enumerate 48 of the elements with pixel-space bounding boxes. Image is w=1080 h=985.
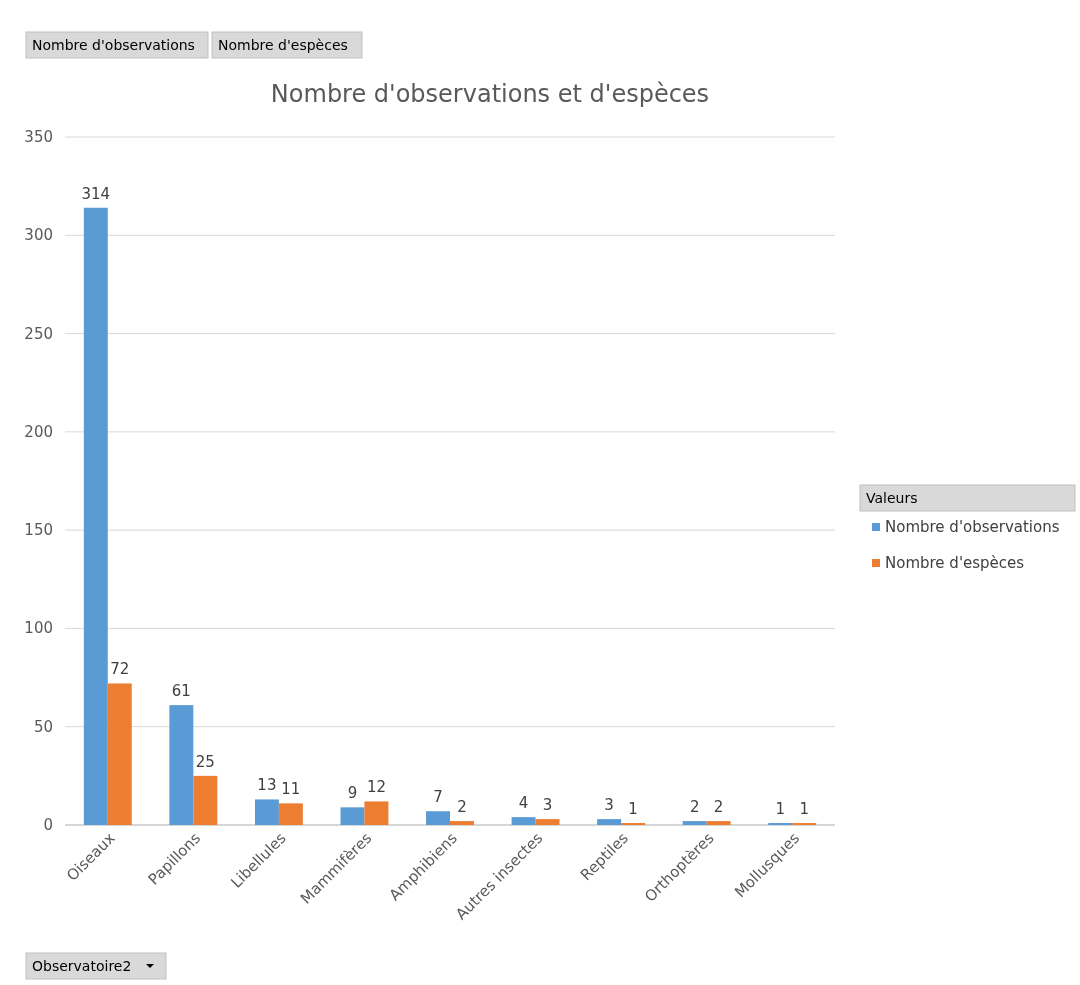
data-label: 11 [281,780,301,799]
bar [254,799,279,825]
bar [426,811,450,825]
y-tick-label: 100 [24,619,53,638]
data-label: 72 [110,660,130,679]
bar [83,207,108,825]
chart-title: Nombre d'observations et d'espèces [270,80,710,108]
legend-label: Nombre d'espèces [885,554,1025,572]
bar [682,821,707,825]
data-label: 13 [257,776,277,795]
data-label: 3 [542,796,553,815]
data-label: 3 [604,796,614,815]
y-tick-label: 300 [24,226,53,245]
data-label: 7 [433,788,443,807]
y-tick-label: 200 [24,422,53,441]
data-label: 2 [689,798,700,817]
data-label: 9 [347,784,358,803]
y-tick-label: 350 [24,128,53,146]
bar [706,821,731,825]
legend-label: Nombre d'observations [885,518,1060,536]
field-button: Nombre d'observations [25,31,209,59]
bar [535,819,560,825]
bar [597,819,622,825]
bar [278,803,303,825]
y-tick-label: 250 [24,324,53,343]
legend-title: Valeurs [866,490,918,506]
bar [107,683,132,825]
data-label: 1 [628,800,638,819]
dropdown-button: Observatoire2 [25,952,167,980]
bar [340,807,365,825]
bar [450,821,474,825]
data-label: 2 [713,798,724,817]
bar [364,801,389,825]
y-tick-label: 50 [33,717,53,736]
data-label: 25 [195,752,215,771]
bar [169,705,194,825]
bar [193,775,218,825]
data-label: 314 [81,184,111,203]
data-label: 61 [171,682,191,701]
data-label: 1 [775,800,786,819]
y-tick-label: 0 [43,816,53,834]
data-label: 12 [366,778,386,797]
field-button: Nombre d'espèces [211,31,363,59]
data-label: 4 [518,794,529,813]
data-label: 2 [457,798,467,817]
bar [511,817,536,825]
y-tick-label: 150 [24,521,53,540]
data-label: 1 [799,800,809,819]
